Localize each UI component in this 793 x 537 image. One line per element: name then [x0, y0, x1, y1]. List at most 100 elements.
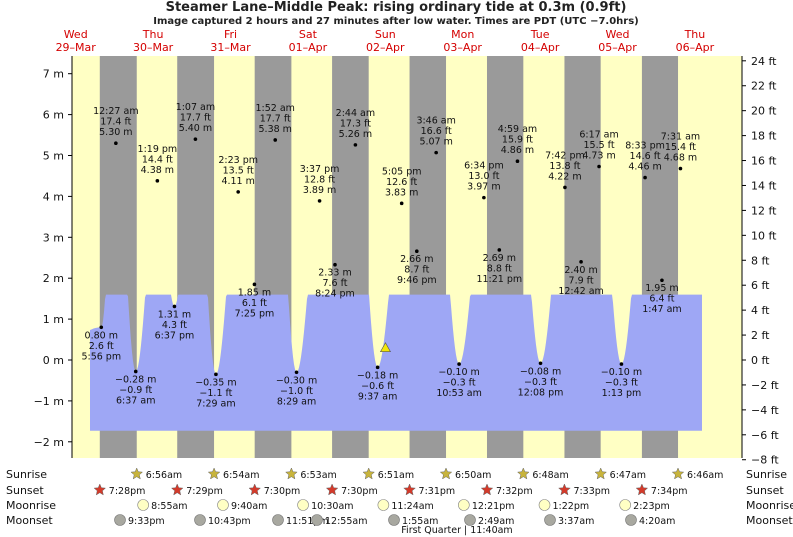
tide-label: 2.33 m — [318, 268, 351, 279]
day-date-label: 06–Apr — [676, 41, 715, 54]
sun-moon-rows: Sunrise Sunrise Sunset Sunset Moonrise Moonri… — [6, 467, 793, 536]
tide-label: −1.0 ft — [280, 386, 313, 397]
tide-label: 12:42 am — [558, 286, 603, 297]
tide-label: 8.8 ft — [487, 263, 512, 274]
moonrise-icon — [217, 499, 229, 511]
y-tick-label: 2 m — [43, 272, 64, 285]
moonset-time: 11:51pm — [286, 516, 329, 527]
tide-label: 5.26 m — [339, 129, 372, 140]
tide-label: 8:24 pm — [315, 289, 355, 300]
sunset-icon — [635, 483, 649, 496]
tide-label: −0.18 m — [357, 370, 398, 381]
sunrise-time: 6:54am — [223, 470, 259, 481]
chart-title: Steamer Lane–Middle Peak: rising ordinar… — [166, 0, 627, 15]
sunset-time: 7:28pm — [109, 486, 146, 497]
tide-label: 1.95 m — [645, 283, 678, 294]
day-name-label: Thu — [142, 28, 164, 41]
tide-label: 2:44 am — [336, 108, 375, 119]
sunset-icon — [480, 483, 494, 496]
tide-label: 13.5 ft — [223, 165, 254, 176]
row-label-right: Moonrise — [746, 499, 793, 512]
day-date-label: 04–Apr — [521, 41, 560, 54]
moonset-icon — [625, 514, 637, 526]
tide-label: 15.4 ft — [665, 142, 696, 153]
moonrise-icon — [458, 499, 470, 511]
tide-label: 7:31 am — [661, 132, 700, 143]
tide-point — [155, 179, 160, 183]
tide-point — [99, 325, 104, 330]
tide-label: 5.40 m — [179, 123, 212, 134]
tide-label: 17.3 ft — [340, 118, 371, 129]
tide-label: 4.38 m — [141, 165, 174, 176]
tide-point — [482, 195, 486, 200]
tide-label: 15.5 ft — [584, 140, 615, 151]
tide-label: 4.11 m — [221, 176, 254, 187]
tide-label: 17.7 ft — [180, 113, 211, 124]
tide-label: −0.3 ft — [605, 378, 638, 389]
day-name-label: Tue — [530, 28, 550, 41]
day-date-label: 01–Apr — [289, 41, 328, 54]
moonset-time: 12:55am — [325, 516, 367, 527]
tide-label: 10:53 am — [436, 388, 481, 399]
tide-label: 12:08 pm — [518, 387, 564, 398]
y-tick-label: 1 m — [43, 313, 64, 326]
tide-point — [579, 260, 583, 264]
sunset-icon — [93, 483, 107, 496]
y2-tick-label: 0 ft — [751, 354, 770, 367]
y2-tick-label: 2 ft — [751, 329, 770, 342]
tide-label: 6.4 ft — [649, 294, 674, 305]
sunrise-time: 6:56am — [146, 470, 182, 481]
tide-label: −0.35 m — [195, 377, 236, 388]
tide-point — [515, 159, 520, 164]
tide-label: −0.08 m — [520, 366, 561, 377]
water-area — [90, 294, 702, 431]
sunrise-icon — [285, 467, 298, 480]
day-date-label: 30–Mar — [133, 41, 174, 54]
tide-point — [619, 362, 624, 366]
tide-label: 1.85 m — [238, 287, 271, 298]
row-label-right: Sunset — [746, 484, 784, 497]
tide-point — [597, 164, 601, 169]
y2-tick-label: 4 ft — [751, 304, 770, 317]
tide-label: 9:46 pm — [397, 275, 437, 286]
tide-label: 4.22 m — [548, 171, 581, 182]
tide-label: 16.6 ft — [421, 126, 452, 137]
tide-label: 14.4 ft — [142, 154, 173, 165]
tide-point — [294, 370, 299, 375]
tide-label: 5.30 m — [99, 127, 132, 138]
y2-tick-label: −2 ft — [751, 379, 779, 392]
tide-label: 4.73 m — [582, 151, 615, 162]
tide-point — [497, 248, 502, 252]
tide-label: 11:21 pm — [476, 274, 522, 285]
y2-tick-label: 14 ft — [751, 179, 777, 192]
tide-label: −0.30 m — [276, 375, 317, 386]
sunset-icon — [403, 483, 416, 496]
sunrise-icon — [594, 467, 608, 480]
day-date-label: 31–Mar — [210, 41, 251, 54]
day-name-label: Wed — [606, 28, 630, 41]
y2-tick-label: −4 ft — [751, 404, 779, 417]
moonset-time: 3:37am — [558, 516, 594, 527]
tide-label: 1:19 pm — [138, 144, 178, 155]
sunrise-time: 6:46am — [687, 470, 723, 481]
day-name-label: Fri — [224, 28, 237, 41]
y2-tick-label: 8 ft — [751, 254, 770, 267]
day-date-label: 03–Apr — [443, 41, 482, 54]
tide-label: −0.6 ft — [361, 381, 394, 392]
moonset-icon — [272, 514, 284, 526]
sunrise-icon — [516, 467, 530, 480]
tide-label: 8.7 ft — [404, 265, 429, 276]
moonrise-icon — [538, 499, 551, 511]
y-tick-label: 5 m — [43, 150, 64, 163]
sunrise-time: 6:51am — [378, 470, 414, 481]
tide-point — [563, 185, 567, 190]
tide-label: 7:29 am — [196, 398, 235, 409]
tide-label: 1:52 am — [256, 103, 295, 114]
y2-tick-label: 6 ft — [751, 279, 770, 292]
tide-point — [193, 137, 198, 141]
sunset-time: 7:33pm — [573, 486, 610, 497]
tide-label: 6:34 pm — [464, 161, 504, 172]
day-name-label: Wed — [64, 28, 88, 41]
